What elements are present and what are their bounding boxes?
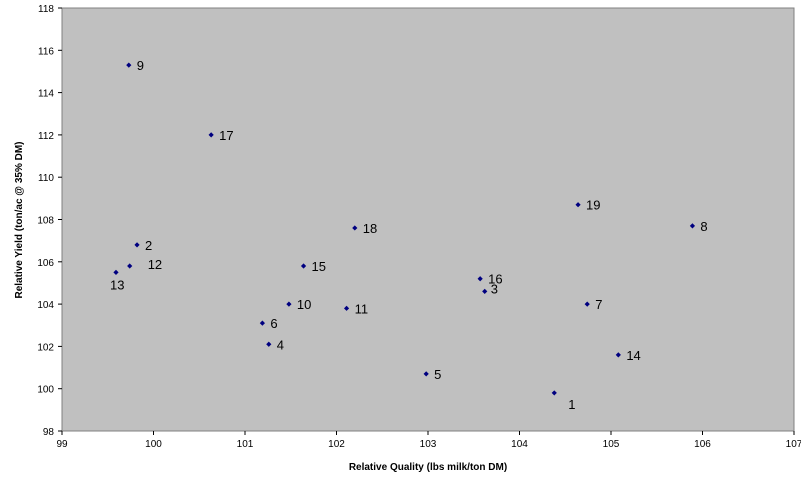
data-label-3: 3 bbox=[491, 281, 498, 296]
data-point-4 bbox=[266, 341, 272, 347]
y-tick-label: 112 bbox=[38, 131, 54, 142]
y-tick-label: 114 bbox=[38, 89, 54, 100]
data-label-5: 5 bbox=[434, 367, 441, 382]
data-point-16 bbox=[477, 276, 483, 282]
x-tick-label: 104 bbox=[511, 439, 528, 450]
data-label-8: 8 bbox=[700, 219, 707, 234]
data-point-6 bbox=[259, 320, 265, 326]
y-tick-label: 100 bbox=[37, 385, 54, 396]
data-point-17 bbox=[208, 132, 214, 138]
data-label-12: 12 bbox=[148, 257, 162, 272]
x-tick-label: 102 bbox=[328, 439, 345, 450]
y-tick-label: 98 bbox=[43, 427, 55, 438]
plot-area bbox=[61, 7, 795, 432]
data-point-18 bbox=[352, 225, 358, 231]
data-label-14: 14 bbox=[626, 348, 640, 363]
x-tick-label: 103 bbox=[420, 439, 437, 450]
data-point-15 bbox=[300, 263, 307, 269]
data-label-7: 7 bbox=[595, 297, 602, 312]
data-label-13: 13 bbox=[110, 277, 124, 292]
y-axis: 98 100 102 104 106 108 110 112 114 116 118 bbox=[37, 4, 62, 438]
y-tick-label: 104 bbox=[37, 300, 54, 311]
data-label-17: 17 bbox=[219, 128, 233, 143]
x-tick-label: 99 bbox=[56, 439, 68, 450]
y-axis-title: Relative Yield (ton/ac @ 35% DM) bbox=[14, 141, 25, 298]
data-label-16: 16 bbox=[488, 272, 502, 287]
data-label-4: 4 bbox=[277, 337, 284, 352]
data-point-8 bbox=[689, 223, 696, 229]
data-point-10 bbox=[286, 301, 292, 307]
data-label-11: 11 bbox=[355, 301, 369, 316]
data-point-11 bbox=[343, 305, 350, 311]
y-tick-label: 116 bbox=[38, 46, 54, 57]
x-axis-title: Relative Quality (lbs milk/ton DM) bbox=[349, 462, 507, 473]
data-label-9: 9 bbox=[137, 58, 144, 73]
x-tick-label: 100 bbox=[145, 439, 162, 450]
data-label-2: 2 bbox=[145, 238, 152, 253]
data-label-6: 6 bbox=[270, 316, 277, 331]
data-point-13 bbox=[113, 269, 119, 275]
data-point-3 bbox=[482, 288, 488, 295]
data-label-10: 10 bbox=[297, 297, 311, 312]
data-point-12 bbox=[127, 263, 133, 269]
x-axis: 99 100 101 102 103 104 105 106 107 bbox=[56, 431, 801, 450]
data-label-19: 19 bbox=[586, 198, 600, 213]
data-point-9 bbox=[126, 62, 132, 68]
x-tick-label: 101 bbox=[237, 439, 254, 450]
x-tick-label: 106 bbox=[694, 439, 711, 450]
y-tick-label: 110 bbox=[38, 173, 54, 184]
data-label-18: 18 bbox=[363, 221, 377, 236]
data-point-7 bbox=[584, 301, 590, 307]
y-tick-label: 118 bbox=[38, 4, 54, 15]
data-label-15: 15 bbox=[312, 259, 326, 274]
y-tick-label: 102 bbox=[37, 342, 54, 353]
data-label-1: 1 bbox=[568, 397, 575, 412]
y-tick-label: 106 bbox=[37, 258, 54, 269]
data-point-2 bbox=[134, 242, 140, 248]
data-point-14 bbox=[615, 352, 621, 358]
data-point-1 bbox=[551, 390, 557, 396]
x-tick-label: 105 bbox=[603, 439, 620, 450]
data-point-19 bbox=[575, 202, 581, 208]
data-point-5 bbox=[423, 371, 429, 377]
x-tick-label: 107 bbox=[786, 439, 801, 450]
y-tick-label: 108 bbox=[37, 216, 54, 227]
